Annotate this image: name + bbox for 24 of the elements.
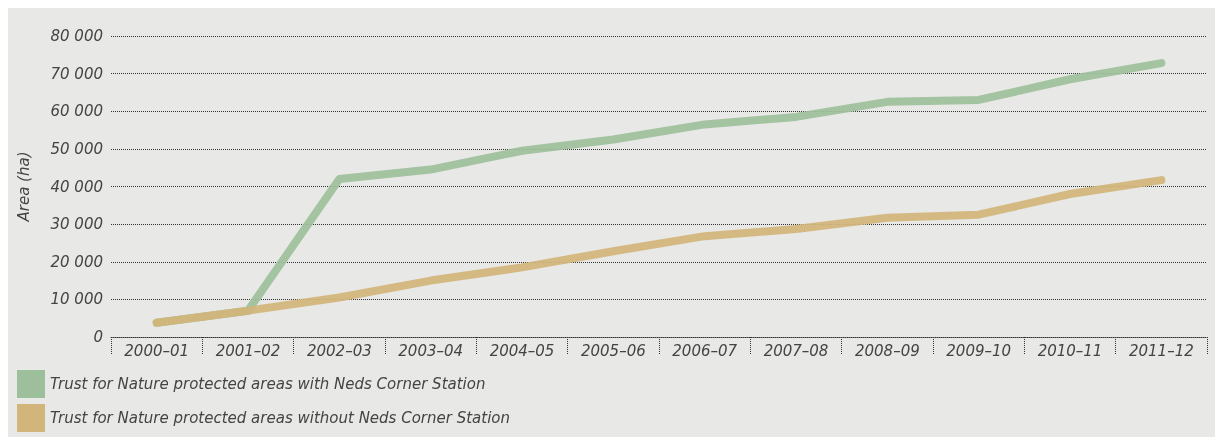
x-tick-label: 2000–01 [124,341,190,360]
x-tick-label: 2005–06 [580,341,646,360]
x-tick-label: 2008–09 [854,341,920,360]
x-tick-label: 2010–11 [1037,341,1103,360]
x-tick-label: 2002–03 [306,341,372,360]
y-tick-label: 40 000 [50,177,103,196]
y-tick-label: 0 [93,328,103,346]
x-tick-label: 2003–04 [398,341,464,360]
y-axis-title: Area (ha) [14,151,33,223]
x-tick-label: 2009–10 [946,341,1012,360]
y-tick-label: 20 000 [50,252,103,271]
y-tick-label: 60 000 [50,102,103,121]
legend-label: Trust for Nature protected areas with Neds Corner Station [50,375,486,393]
y-tick-label: 70 000 [50,64,103,83]
x-tick-label: 2001–02 [215,341,281,360]
x-tick-label: 2006–07 [672,341,738,360]
x-tick-label: 2004–05 [489,341,555,360]
y-tick-label: 50 000 [50,139,103,158]
x-tick-label: 2007–08 [763,341,829,360]
y-tick-label: 80 000 [50,27,103,45]
y-tick-label: 10 000 [50,290,103,309]
legend-label: Trust for Nature protected areas without Neds Corner Station [50,409,511,427]
y-tick-label: 30 000 [50,215,103,234]
x-tick-label: 2011–12 [1128,341,1194,360]
